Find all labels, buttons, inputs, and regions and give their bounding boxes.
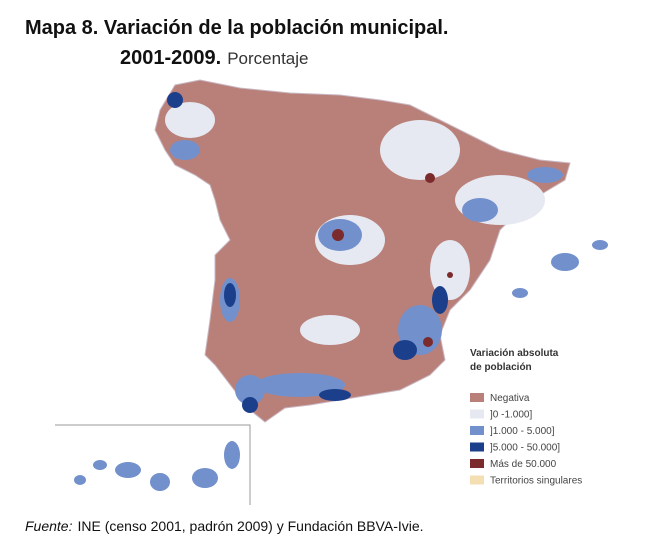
legend-label: ]1.000 - 5.000] xyxy=(490,426,555,437)
legend-swatch xyxy=(470,426,484,435)
legend-swatch xyxy=(470,475,484,485)
unit: Porcentaje xyxy=(227,49,308,68)
legend: Variación absoluta de población Negativa… xyxy=(470,348,582,487)
legend-swatch xyxy=(470,459,484,468)
legend-swatch xyxy=(470,393,484,402)
canary-frame xyxy=(55,424,251,505)
legend-title: Variación absoluta xyxy=(470,348,559,359)
map xyxy=(55,79,608,505)
legend-label: ]0 -1.000] xyxy=(490,410,532,421)
legend-label: ]5.000 - 50.000] xyxy=(490,443,560,454)
legend-swatch xyxy=(470,409,484,419)
title: Mapa 8. Variación de la población munici… xyxy=(25,17,448,39)
balearics xyxy=(512,240,608,298)
dark-areas xyxy=(167,92,448,413)
legend-title: de población xyxy=(470,362,532,373)
source-text: INE (censo 2001, padrón 2009) y Fundació… xyxy=(77,518,423,534)
legend-label: Negativa xyxy=(490,393,530,404)
canaries xyxy=(74,441,240,491)
big-cities xyxy=(332,173,453,347)
source: Fuente: INE (censo 2001, padrón 2009) y F… xyxy=(25,518,424,534)
legend-label: Más de 50.000 xyxy=(490,459,557,470)
legend-label: Territorios singulares xyxy=(490,476,582,487)
subtitle: 2001-2009. Porcentaje xyxy=(120,47,308,69)
period: 2001-2009. xyxy=(120,47,221,69)
source-label: Fuente: xyxy=(25,518,73,534)
legend-swatch xyxy=(470,442,484,452)
